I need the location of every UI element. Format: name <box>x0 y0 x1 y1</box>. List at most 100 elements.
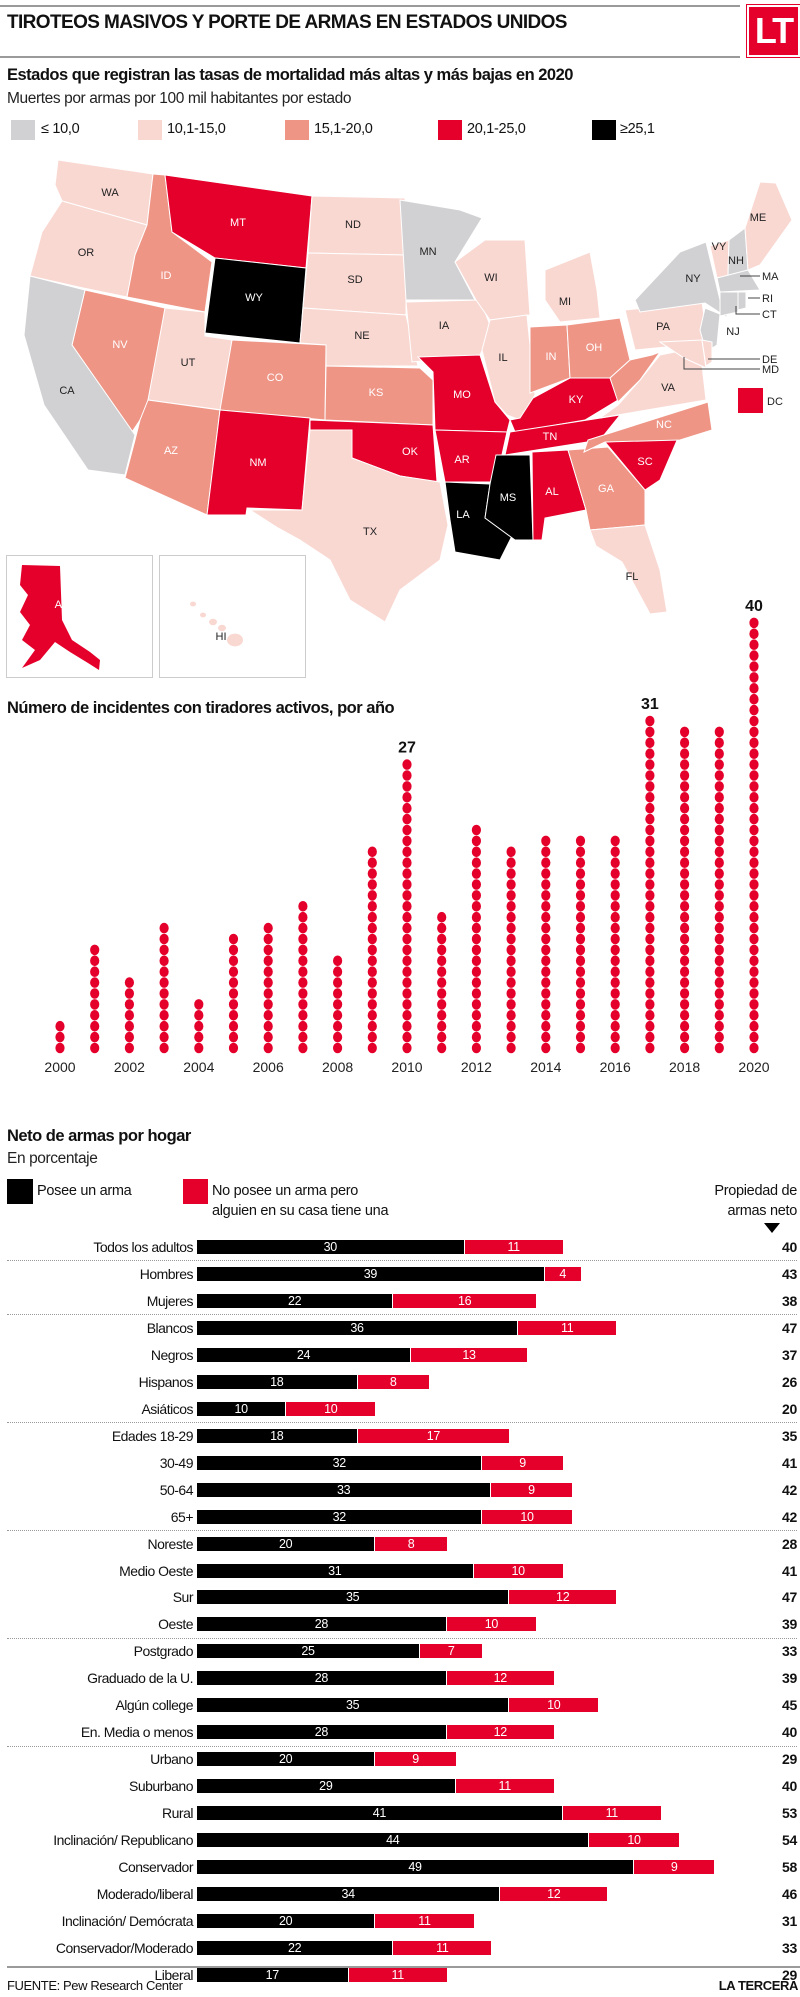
state-nm <box>206 409 311 516</box>
incident-dot <box>749 737 759 749</box>
incident-dot <box>541 988 551 999</box>
bar-own: 28 <box>197 1725 446 1740</box>
incident-dot <box>749 1042 759 1054</box>
incident-dot <box>680 868 690 879</box>
bar-other: 8 <box>375 1536 447 1551</box>
legend-swatch-2 <box>285 120 309 140</box>
bar-own: 39 <box>197 1266 544 1281</box>
incident-dot <box>680 977 690 988</box>
incident-dot <box>575 955 586 967</box>
incident-dot <box>749 813 759 825</box>
incident-dot <box>402 901 412 912</box>
incident-dot <box>749 944 759 956</box>
state-label-ri: RI <box>762 293 773 305</box>
incident-dot <box>714 901 724 912</box>
bar-other: 9 <box>375 1752 456 1767</box>
incident-dot <box>749 890 759 901</box>
state-label-tx: TX <box>363 526 378 538</box>
incident-dot <box>55 1042 65 1054</box>
incident-dot <box>680 911 690 923</box>
bar-own: 30 <box>197 1240 464 1254</box>
incident-dot <box>263 988 273 999</box>
incident-dot <box>471 879 481 890</box>
legend-label-2: 15,1-20,0 <box>314 121 373 137</box>
bar-own: 33 <box>197 1482 491 1497</box>
state-label-ct: CT <box>762 309 777 321</box>
incident-dot <box>506 868 516 879</box>
dot-chart-title: Número de incidentes con tiradores activ… <box>7 699 395 717</box>
incident-dot <box>714 911 724 923</box>
incident-dot <box>575 966 586 977</box>
state-label-wa: WA <box>101 187 119 199</box>
net-value: 29 <box>782 1751 797 1768</box>
dot-column-2018 <box>680 726 690 1054</box>
incident-dot <box>298 933 308 945</box>
state-label-ma: MA <box>762 271 779 283</box>
incident-dot <box>506 933 516 945</box>
incident-dot <box>471 1031 481 1043</box>
incident-dot <box>645 922 655 934</box>
incident-dot <box>402 879 412 890</box>
incident-dot <box>610 977 620 988</box>
incident-dot <box>506 944 516 956</box>
incident-dot <box>541 901 551 912</box>
state-label-pa: PA <box>656 321 671 333</box>
incident-dot <box>228 1020 239 1032</box>
incident-dot <box>645 748 655 759</box>
incident-dot <box>541 999 551 1010</box>
state-label-nm: NM <box>249 457 266 469</box>
state-label-mi: MI <box>559 296 571 308</box>
incident-dot <box>506 911 516 923</box>
incident-dot <box>437 966 447 977</box>
incident-dot <box>367 846 377 858</box>
incident-dot <box>298 1042 308 1054</box>
incident-dot <box>90 1042 100 1054</box>
incident-dot <box>333 1031 343 1043</box>
bar-own: 24 <box>197 1347 411 1362</box>
incident-dot <box>749 748 759 759</box>
incident-dot <box>680 933 690 945</box>
footer-rule <box>7 1966 800 1968</box>
dot-chart: 27 31 40 2000 2002 2004 2006 2008 2010 2012 2014 20… <box>44 598 769 1075</box>
bar-other: 9 <box>482 1455 563 1470</box>
incident-dot <box>90 988 100 999</box>
state-label-nc: NC <box>656 419 672 431</box>
net-value: 42 <box>782 1508 797 1525</box>
state-label-nj: NJ <box>726 326 739 338</box>
incident-dot <box>402 944 412 956</box>
state-label-nv: NV <box>112 339 128 351</box>
incident-dot <box>749 617 759 629</box>
incident-dot <box>228 1042 239 1054</box>
row-label: 30-49 <box>159 1454 194 1471</box>
incident-dot <box>90 1031 100 1043</box>
incident-dot <box>645 835 655 847</box>
dot-column-2009 <box>367 846 377 1054</box>
net-value: 43 <box>782 1265 797 1282</box>
incident-dot <box>298 977 308 988</box>
incident-dot <box>367 933 377 945</box>
incident-dot <box>471 890 481 901</box>
incident-dot <box>159 1020 169 1032</box>
incident-dot <box>437 933 447 945</box>
incident-dot <box>575 1042 586 1054</box>
incident-dot <box>575 977 586 988</box>
dot-column-2011 <box>437 911 447 1054</box>
row-label: Moderado/liberal <box>96 1886 194 1903</box>
group-separator <box>7 1530 797 1532</box>
incident-dot <box>541 868 551 879</box>
incident-dot <box>714 792 724 803</box>
bar-other: 12 <box>446 1671 554 1686</box>
incident-dot <box>714 966 724 977</box>
incident-dot <box>714 846 724 858</box>
state-label-co: CO <box>267 372 284 384</box>
row-label: Sur <box>172 1589 194 1606</box>
state-label-il: IL <box>498 352 507 364</box>
incident-dot <box>610 901 620 912</box>
state-label-ca: CA <box>59 385 75 397</box>
incident-dot <box>506 966 516 977</box>
dot-column-2015 <box>575 835 586 1054</box>
map-subtitle: Muertes por armas por 100 mil habitantes… <box>7 90 352 107</box>
state-label-ak: AK <box>55 599 70 611</box>
incident-dot <box>541 966 551 977</box>
bar-other: 10 <box>286 1401 376 1416</box>
